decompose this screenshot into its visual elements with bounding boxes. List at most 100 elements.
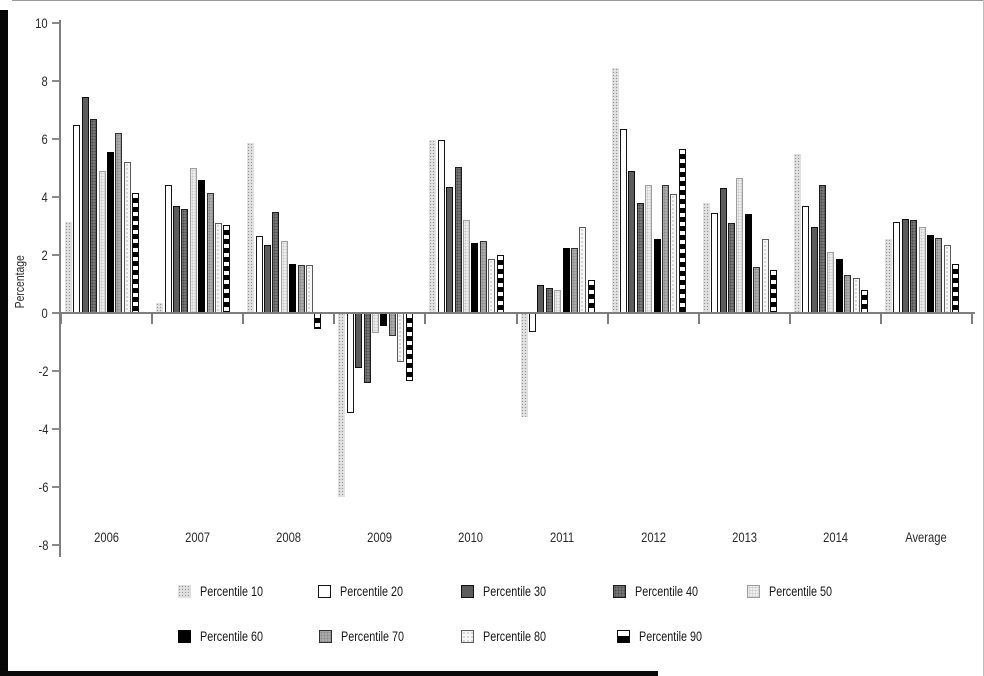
y-axis-title: Percentage — [12, 236, 28, 328]
x-category-label-text: 2013 — [731, 529, 757, 545]
bar-p10-2011 — [520, 313, 528, 418]
x-axis-tick — [515, 313, 518, 324]
bar-p70-2014 — [844, 275, 852, 313]
bar-p30-2006 — [81, 96, 89, 313]
bar-p20-2011 — [528, 313, 536, 332]
y-axis-tick — [52, 370, 60, 372]
bar-p50-average — [918, 227, 926, 313]
x-category-label-text: 2011 — [549, 529, 575, 545]
bar-p70-average — [935, 237, 943, 313]
y-tick-label: 10 — [6, 15, 48, 31]
page-edge-left-bar — [0, 10, 8, 676]
x-category-label: 2012 — [608, 529, 698, 545]
x-category-label-text: Average — [905, 529, 948, 545]
x-axis-line — [60, 312, 975, 314]
y-tick-label: 8 — [6, 73, 48, 89]
bar-p60-2010 — [471, 243, 479, 313]
page-edge-top-line — [12, 0, 984, 1]
bar-p80-2011 — [579, 227, 587, 313]
legend-label: Percentile 80 — [483, 629, 547, 644]
legend-item-p50: Percentile 50 — [747, 584, 848, 599]
x-axis-tick — [971, 313, 973, 324]
bar-p80-2007 — [214, 223, 222, 313]
y-tick-label-text: -8 — [38, 537, 48, 553]
bar-p90-2010 — [496, 255, 504, 313]
legend-item-p30: Percentile 30 — [461, 584, 562, 599]
p60-swatch-icon — [178, 630, 191, 643]
y-tick-label: -8 — [6, 537, 48, 553]
bar-p20-2014 — [802, 205, 810, 313]
bar-p20-2008 — [255, 236, 263, 313]
legend-item-p80: Percentile 80 — [461, 629, 562, 644]
y-tick-label-text: 4 — [41, 189, 48, 205]
x-category-label-text: 2010 — [458, 529, 484, 545]
bar-p80-2012 — [670, 194, 678, 313]
bar-p30-2010 — [446, 186, 454, 313]
bar-p50-2010 — [463, 220, 470, 313]
bar-p60-average — [926, 234, 934, 313]
legend-item-p40: Percentile 40 — [613, 584, 714, 599]
bar-p80-2014 — [852, 278, 860, 313]
y-axis-title-text: Percentage — [12, 255, 27, 309]
bar-p90-2006 — [132, 192, 140, 313]
bar-p70-2007 — [206, 192, 214, 313]
bar-p40-2014 — [819, 185, 826, 313]
bar-p10-2013 — [702, 202, 710, 313]
y-tick-label: -6 — [6, 479, 48, 495]
bar-p20-2012 — [620, 128, 627, 313]
y-tick-label-text: 2 — [41, 247, 48, 263]
legend-label: Percentile 50 — [769, 584, 833, 599]
p10-swatch-icon — [178, 585, 191, 598]
y-axis-tick — [52, 80, 60, 82]
bar-p70-2006 — [115, 133, 123, 313]
legend-label: Percentile 70 — [341, 629, 405, 644]
y-tick-label: -2 — [6, 363, 48, 379]
bar-p40-average — [910, 220, 918, 313]
bar-p60-2013 — [744, 214, 752, 313]
bar-p90-2007 — [223, 224, 231, 313]
bar-p90-average — [952, 263, 960, 313]
y-axis-tick — [52, 544, 60, 546]
bar-p40-2009 — [363, 313, 371, 383]
bar-p90-2013 — [769, 269, 777, 313]
p30-swatch-icon — [461, 585, 474, 598]
bar-p70-2012 — [662, 185, 669, 313]
x-axis-tick — [151, 313, 154, 324]
p50-swatch-icon — [747, 585, 760, 598]
bar-p30-2013 — [719, 188, 727, 313]
legend-label: Percentile 90 — [639, 629, 703, 644]
bar-p40-2008 — [272, 211, 280, 313]
x-category-label: 2007 — [153, 529, 243, 545]
bar-p60-2007 — [198, 179, 206, 313]
x-axis-tick — [697, 313, 700, 324]
y-tick-label: -4 — [6, 421, 48, 437]
legend-item-p20: Percentile 20 — [318, 584, 419, 599]
y-axis-tick — [52, 254, 60, 256]
y-tick-label-text: 6 — [41, 131, 48, 147]
bar-p90-2012 — [678, 149, 686, 313]
legend-item-p10: Percentile 10 — [178, 584, 279, 599]
bar-p10-2008 — [247, 143, 255, 313]
x-category-label: 2011 — [517, 529, 607, 545]
bar-p10-2010 — [429, 140, 437, 313]
bar-p40-2006 — [90, 118, 98, 313]
bar-p90-2014 — [861, 289, 868, 313]
x-axis-tick — [60, 313, 62, 324]
p20-swatch-icon — [318, 585, 331, 598]
bar-p30-2014 — [810, 227, 818, 313]
bar-p20-2009 — [346, 313, 354, 414]
legend-label: Percentile 20 — [340, 584, 404, 599]
bar-p70-2008 — [297, 265, 305, 313]
bar-p40-2011 — [545, 288, 553, 313]
y-axis-tick — [52, 312, 60, 314]
p70-swatch-icon — [319, 630, 332, 643]
bar-p70-2009 — [388, 313, 396, 337]
y-tick-label-text: 0 — [41, 305, 48, 321]
legend-label: Percentile 40 — [635, 584, 699, 599]
bar-p10-2006 — [65, 221, 72, 313]
bar-p70-2013 — [753, 266, 761, 313]
x-category-label: 2010 — [426, 529, 516, 545]
legend-item-p90: Percentile 90 — [617, 629, 718, 644]
bar-p90-2009 — [405, 313, 413, 382]
